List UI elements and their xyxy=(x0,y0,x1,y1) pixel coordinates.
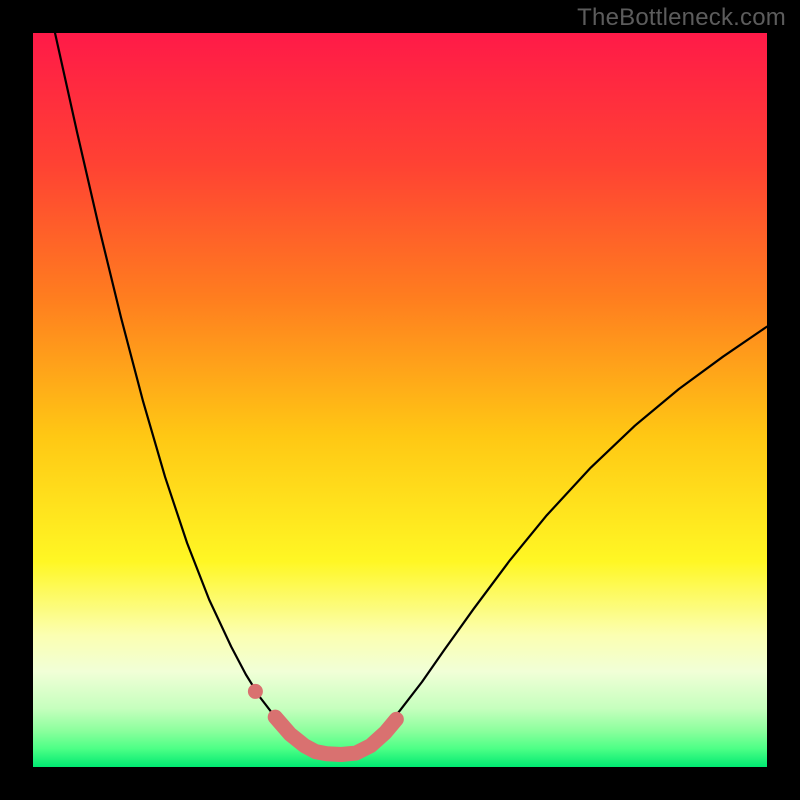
highlight-marker xyxy=(248,684,263,699)
plot-area xyxy=(33,33,767,767)
bottleneck-curve-chart xyxy=(33,33,767,767)
watermark-text: TheBottleneck.com xyxy=(577,4,786,32)
chart-stage: TheBottleneck.com xyxy=(0,0,800,800)
